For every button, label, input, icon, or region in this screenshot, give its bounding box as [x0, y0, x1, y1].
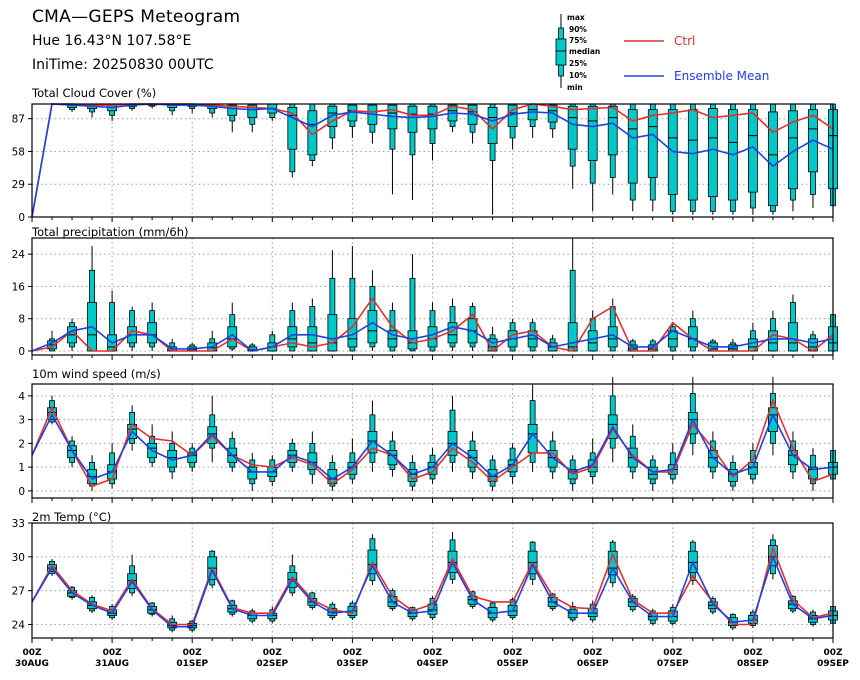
box-25-75 [427, 105, 438, 130]
y-tick-label: 30 [12, 552, 25, 564]
box-25-75 [788, 322, 798, 352]
box-25-75 [687, 109, 698, 201]
ensemble-mean-line [31, 321, 834, 352]
x-tick-hour-label: 00Z [343, 648, 363, 658]
y-tick-label: 27 [12, 586, 25, 598]
box-25-75 [607, 105, 618, 156]
legend-box-label: 10% [569, 71, 587, 80]
box-10-90 [409, 277, 416, 352]
legend-box-label: 75% [569, 36, 587, 45]
x-tick-hour-label: 00Z [183, 648, 203, 658]
panel-title-2: 10m wind speed (m/s) [32, 367, 161, 381]
x-tick-date-label: 03SEP [337, 659, 369, 669]
x-tick-hour-label: 00Z [743, 648, 763, 658]
x-tick-date-label: 31AUG [95, 659, 129, 669]
box-25-75 [507, 459, 518, 473]
x-tick-date-label: 06SEP [577, 659, 609, 669]
x-tick-hour-label: 00Z [663, 648, 683, 658]
y-tick-label: 87 [12, 114, 25, 126]
legend-mean-label: Ensemble Mean [674, 69, 769, 83]
y-tick-label: 29 [12, 179, 25, 191]
box-25-75 [307, 110, 318, 156]
y-tick-label: 24 [12, 249, 26, 261]
box-25-75 [707, 108, 718, 198]
box-25-75 [247, 104, 258, 118]
box-25-75 [327, 105, 338, 128]
legend-box-label: min [567, 83, 583, 92]
x-tick-date-label: 01SEP [176, 659, 208, 669]
x-tick-hour-label: 00Z [583, 648, 603, 658]
y-tick-label: 8 [18, 314, 25, 326]
box-25-75 [647, 466, 658, 480]
x-tick-date-label: 09SEP [817, 659, 849, 669]
y-tick-label: 0 [18, 346, 25, 358]
panel-title-0: Total Cloud Cover (%) [31, 86, 156, 100]
x-tick-hour-label: 00Z [423, 648, 443, 658]
box-25-75 [768, 407, 778, 432]
box-25-75 [147, 322, 158, 344]
ctrl-line [31, 545, 834, 626]
chart-title: CMA—GEPS Meteogram [32, 7, 241, 27]
box-25-75 [768, 330, 778, 352]
box-25-75 [627, 109, 638, 184]
x-tick-hour-label: 00Z [263, 648, 283, 658]
panel-frame [31, 522, 834, 639]
y-tick-label: 0 [18, 212, 25, 224]
box-25-75 [707, 450, 718, 468]
box-25-75 [327, 314, 338, 352]
x-tick-hour-label: 00Z [103, 648, 123, 658]
box-25-75 [587, 105, 598, 161]
box-25-75 [407, 469, 418, 482]
box-25-75 [387, 450, 398, 466]
panel-title-3: 2m Temp (°C) [32, 510, 111, 524]
x-tick-date-label: 30AUG [15, 659, 49, 669]
box-25-75 [287, 106, 298, 150]
legend-box-label: 25% [569, 59, 587, 68]
box-25-75 [367, 310, 378, 344]
y-tick-label: 0 [18, 486, 25, 498]
box-25-75 [247, 466, 258, 480]
legend-box-label: 90% [569, 25, 587, 34]
y-tick-label: 16 [12, 281, 26, 293]
y-tick-label: 4 [18, 391, 25, 403]
init-time-label: IniTime: 20250830 00UTC [32, 57, 214, 73]
location-label: Hue 16.43°N 107.58°E [32, 33, 192, 49]
legend-box-label: max [567, 13, 585, 22]
panel-title-1: Total precipitation (mm/6h) [31, 225, 188, 239]
x-tick-date-label: 08SEP [737, 659, 769, 669]
box-25-75 [187, 452, 198, 463]
box-25-75 [768, 111, 778, 207]
ensemble-mean-line [31, 412, 834, 480]
box-25-75 [307, 326, 318, 352]
x-tick-hour-label: 00Z [22, 648, 42, 658]
x-tick-hour-label: 00Z [503, 648, 523, 658]
box-25-75 [587, 330, 598, 352]
y-tick-label: 2 [18, 438, 25, 450]
x-tick-date-label: 05SEP [497, 659, 529, 669]
legend-box-inner-icon [555, 38, 567, 66]
box-25-75 [347, 461, 358, 475]
y-tick-label: 33 [12, 518, 25, 530]
y-tick-label: 58 [12, 146, 25, 158]
ctrl-line [31, 297, 834, 353]
legend-ctrl-label: Ctrl [674, 34, 695, 48]
x-tick-hour-label: 00Z [823, 648, 843, 658]
legend-box-label: median [569, 47, 600, 56]
x-tick-date-label: 04SEP [417, 659, 449, 669]
box-25-75 [407, 105, 418, 133]
x-tick-date-label: 07SEP [657, 659, 689, 669]
box-10-90 [349, 277, 356, 352]
y-tick-label: 1 [18, 462, 25, 474]
y-tick-label: 24 [12, 619, 26, 631]
ensemble-mean-line [31, 554, 834, 628]
x-tick-date-label: 02SEP [256, 659, 288, 669]
ensemble-mean-line [31, 103, 834, 218]
box-25-75 [567, 105, 578, 150]
box-25-75 [647, 109, 658, 178]
box-25-75 [687, 412, 698, 435]
y-tick-label: 3 [18, 415, 25, 427]
box-25-75 [227, 104, 238, 116]
